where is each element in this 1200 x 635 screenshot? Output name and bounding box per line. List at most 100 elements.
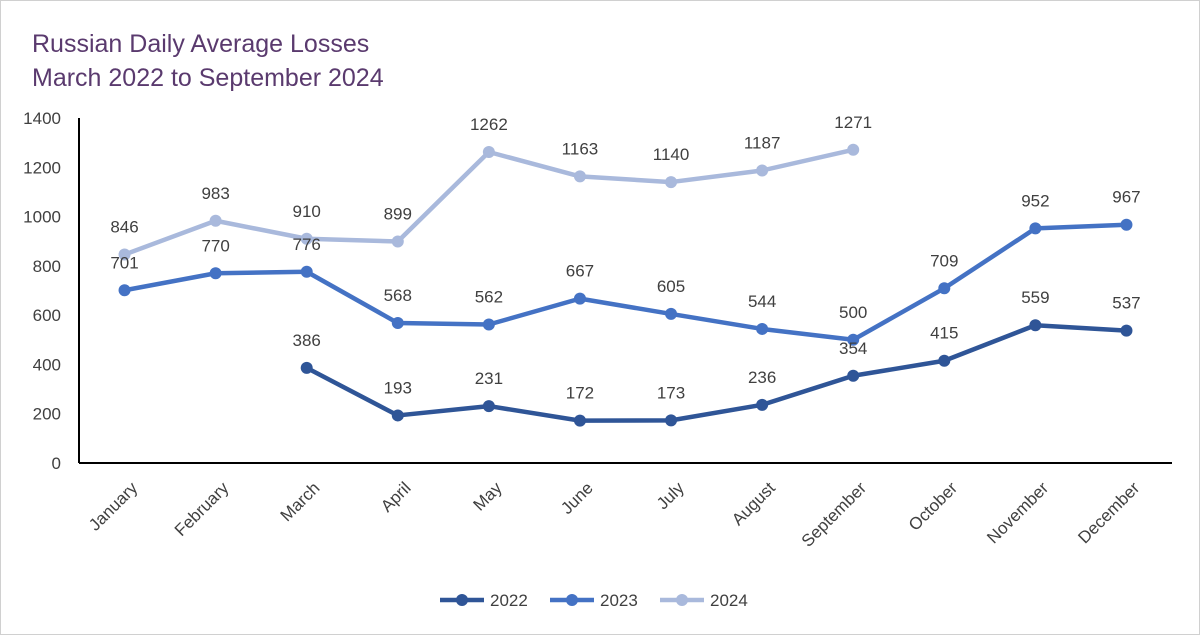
data-point xyxy=(300,265,313,278)
x-tick-label: June xyxy=(557,478,597,518)
y-tick-label: 400 xyxy=(33,355,61,374)
legend-swatch-marker xyxy=(456,594,468,606)
data-point xyxy=(391,317,404,330)
y-tick-label: 1000 xyxy=(23,208,61,227)
data-point xyxy=(391,409,404,422)
chart-title-line-2: March 2022 to September 2024 xyxy=(32,64,384,92)
x-tick-label: July xyxy=(653,478,688,513)
data-point xyxy=(573,292,586,305)
legend-item-2023: 2023 xyxy=(550,591,638,610)
legend-swatch-marker xyxy=(676,594,688,606)
data-label: 605 xyxy=(657,277,685,296)
data-point xyxy=(665,176,678,189)
data-label: 967 xyxy=(1112,188,1140,207)
legend-item-2022: 2022 xyxy=(440,591,528,610)
data-label: 1271 xyxy=(834,113,872,132)
data-point xyxy=(665,307,678,320)
data-label: 1187 xyxy=(744,133,781,152)
data-label: 846 xyxy=(110,218,138,237)
data-point xyxy=(1120,218,1133,231)
data-label: 562 xyxy=(475,288,503,307)
data-label: 952 xyxy=(1021,191,1049,210)
x-tick-label: January xyxy=(85,478,142,535)
data-point xyxy=(1120,324,1133,337)
data-label: 776 xyxy=(293,235,321,254)
chart-title-line-1: Russian Daily Average Losses xyxy=(32,30,369,58)
series-2022 xyxy=(300,319,1133,427)
data-label: 983 xyxy=(201,184,229,203)
data-point xyxy=(573,414,586,427)
data-labels: 386 193 231 172 173 236 354 415 559 537 701 770 776 5… xyxy=(110,113,1140,403)
data-label: 667 xyxy=(566,262,594,281)
x-tick-label: September xyxy=(798,478,870,550)
data-label: 173 xyxy=(657,383,685,402)
data-label: 709 xyxy=(930,251,958,270)
data-point xyxy=(847,333,860,346)
data-point xyxy=(118,284,131,297)
data-point xyxy=(573,170,586,183)
data-point xyxy=(482,318,495,331)
y-tick-label: 1400 xyxy=(23,109,61,128)
data-label: 386 xyxy=(293,331,321,350)
x-tick-label: April xyxy=(377,478,414,515)
data-label: 236 xyxy=(748,368,776,387)
data-label: 770 xyxy=(201,236,229,255)
data-label: 701 xyxy=(110,253,138,272)
x-tick-label: August xyxy=(728,478,779,529)
data-point xyxy=(118,248,131,261)
data-point xyxy=(938,354,951,367)
series-line-2024 xyxy=(122,147,856,257)
y-tick-label: 200 xyxy=(33,405,61,424)
data-label: 415 xyxy=(930,324,958,343)
x-tick-label: November xyxy=(983,478,1052,547)
data-point xyxy=(756,322,769,335)
x-tick-label: March xyxy=(277,478,324,525)
data-point xyxy=(482,400,495,413)
data-point xyxy=(847,369,860,382)
series-line-2023 xyxy=(122,222,1129,343)
data-point xyxy=(300,361,313,374)
data-label: 910 xyxy=(293,202,321,221)
data-point xyxy=(391,235,404,248)
legend-swatch-marker xyxy=(566,594,578,606)
data-point xyxy=(300,232,313,245)
axes: 0 200 400 600 800 1000 1200 1400 January February… xyxy=(23,109,1172,551)
data-label: 1262 xyxy=(470,115,508,134)
data-label: 1140 xyxy=(653,145,690,164)
series-layer xyxy=(118,143,1133,427)
data-point xyxy=(209,214,222,227)
data-label: 1163 xyxy=(562,139,599,158)
legend-label: 2023 xyxy=(600,591,638,610)
data-label: 559 xyxy=(1021,288,1049,307)
y-tick-label: 1200 xyxy=(23,158,61,177)
data-point xyxy=(756,164,769,177)
legend: 2022 2023 2024 xyxy=(440,591,748,610)
x-tick-label: February xyxy=(171,478,233,540)
data-point xyxy=(847,143,860,156)
data-label: 899 xyxy=(384,204,412,223)
series-line-2022 xyxy=(304,322,1129,423)
x-tick-label: December xyxy=(1074,478,1143,547)
data-point xyxy=(665,414,678,427)
x-tick-label: October xyxy=(905,478,961,534)
data-label: 231 xyxy=(475,369,503,388)
legend-label: 2022 xyxy=(490,591,528,610)
data-label: 354 xyxy=(839,339,867,358)
y-tick-label: 0 xyxy=(52,454,61,473)
chart-title: Russian Daily Average Losses March 2022 … xyxy=(32,30,384,92)
legend-label: 2024 xyxy=(710,591,748,610)
data-label: 172 xyxy=(566,384,594,403)
data-point xyxy=(1029,222,1042,235)
data-point xyxy=(209,267,222,280)
data-point xyxy=(938,282,951,295)
data-label: 568 xyxy=(384,286,412,305)
series-2023 xyxy=(118,218,1133,346)
data-label: 193 xyxy=(384,378,412,397)
series-2024 xyxy=(118,143,860,261)
data-point xyxy=(756,398,769,411)
data-point xyxy=(1029,319,1042,332)
data-label: 500 xyxy=(839,303,867,322)
legend-item-2024: 2024 xyxy=(660,591,748,610)
data-point xyxy=(482,146,495,159)
